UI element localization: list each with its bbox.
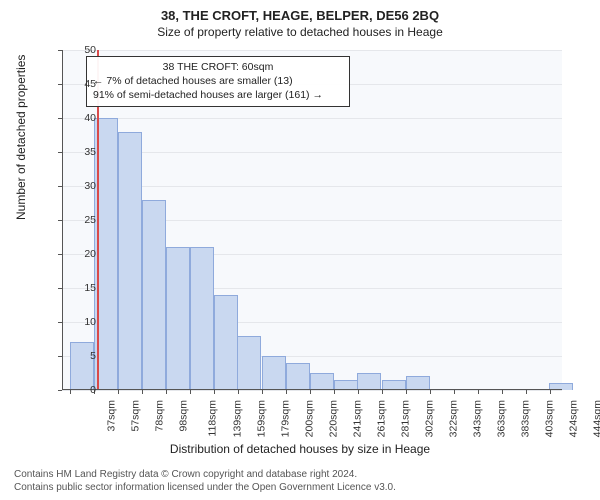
xtick-label: 424sqm: [568, 400, 580, 437]
xtick-label: 118sqm: [207, 400, 219, 437]
histogram-bar: [118, 132, 142, 390]
xtick-label: 241sqm: [352, 400, 364, 437]
attribution-footer: Contains HM Land Registry data © Crown c…: [14, 468, 396, 494]
ytick-label: 50: [46, 44, 96, 56]
histogram-bar: [357, 373, 381, 390]
xtick-label: 179sqm: [280, 400, 292, 437]
histogram-bar: [310, 373, 334, 390]
footer-line-2: Contains public sector information licen…: [14, 481, 396, 494]
ytick-label: 45: [46, 78, 96, 90]
ytick-label: 35: [46, 146, 96, 158]
histogram-bar: [166, 247, 190, 390]
xtick-label: 200sqm: [304, 400, 316, 437]
ytick-label: 0: [46, 384, 96, 396]
xtick-label: 57sqm: [130, 400, 142, 432]
y-axis-label: Number of detached properties: [14, 55, 28, 220]
gridline: [62, 50, 562, 51]
histogram-bar: [237, 336, 261, 390]
histogram-bar: [262, 356, 286, 390]
xtick-label: 37sqm: [106, 400, 118, 432]
histogram-bar: [214, 295, 238, 390]
ytick-label: 40: [46, 112, 96, 124]
xtick-label: 139sqm: [232, 400, 244, 437]
xtick-label: 78sqm: [154, 400, 166, 432]
page-title: 38, THE CROFT, HEAGE, BELPER, DE56 2BQ: [0, 0, 600, 23]
ytick-label: 15: [46, 282, 96, 294]
x-axis-label: Distribution of detached houses by size …: [0, 442, 600, 456]
xtick-label: 322sqm: [448, 400, 460, 437]
histogram-bar: [286, 363, 310, 390]
xtick-label: 220sqm: [328, 400, 340, 437]
ytick-label: 5: [46, 350, 96, 362]
xtick-label: 343sqm: [472, 400, 484, 437]
xtick-label: 159sqm: [256, 400, 268, 437]
ytick-label: 10: [46, 316, 96, 328]
annotation-line2: ← 7% of detached houses are smaller (13): [93, 74, 343, 88]
gridline: [62, 390, 562, 391]
footer-line-1: Contains HM Land Registry data © Crown c…: [14, 468, 396, 481]
annotation-box: 38 THE CROFT: 60sqm← 7% of detached hous…: [86, 56, 350, 107]
ytick-label: 25: [46, 214, 96, 226]
xtick-label: 281sqm: [400, 400, 412, 437]
page-subtitle: Size of property relative to detached ho…: [0, 25, 600, 39]
plot-area: 38 THE CROFT: 60sqm← 7% of detached hous…: [62, 50, 562, 390]
xtick-label: 383sqm: [520, 400, 532, 437]
xtick-label: 444sqm: [592, 400, 600, 437]
xtick-label: 261sqm: [376, 400, 388, 437]
xtick-label: 363sqm: [496, 400, 508, 437]
annotation-line1: 38 THE CROFT: 60sqm: [93, 60, 343, 74]
xtick-label: 403sqm: [544, 400, 556, 437]
ytick-label: 20: [46, 248, 96, 260]
xtick-label: 302sqm: [424, 400, 436, 437]
histogram-bar: [406, 376, 430, 390]
histogram-bar: [142, 200, 166, 390]
chart-area: 38 THE CROFT: 60sqm← 7% of detached hous…: [62, 50, 562, 390]
gridline: [62, 118, 562, 119]
annotation-line3: 91% of semi-detached houses are larger (…: [93, 88, 343, 102]
xtick-label: 98sqm: [178, 400, 190, 432]
ytick-label: 30: [46, 180, 96, 192]
histogram-bar: [190, 247, 214, 390]
